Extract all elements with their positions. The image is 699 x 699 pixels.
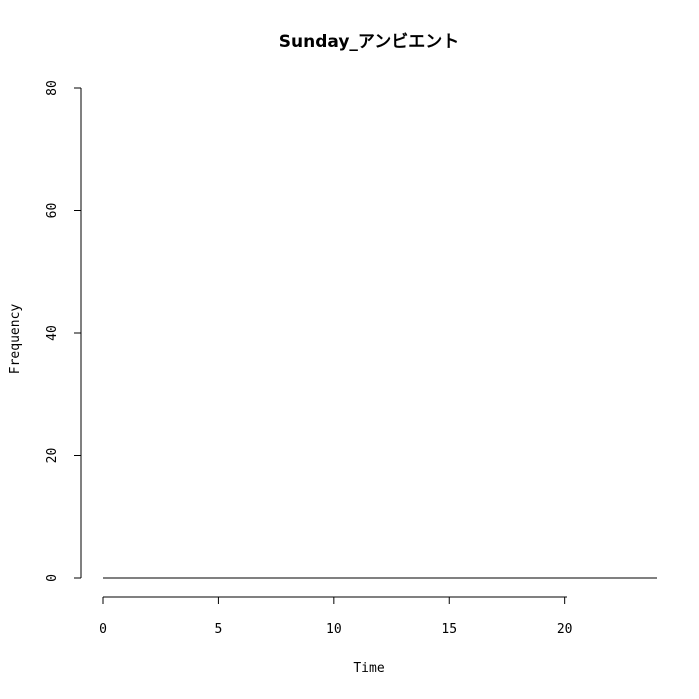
x-tick-label-5: 5 (215, 622, 223, 637)
y-tick-label-20: 20 (45, 448, 60, 464)
y-axis-title: Frequency (8, 304, 23, 375)
y-axis: 0 20 40 60 80 (45, 80, 82, 582)
y-tick-label-60: 60 (45, 203, 60, 219)
x-tick-label-0: 0 (99, 622, 107, 637)
y-tick-label-0: 0 (45, 574, 60, 582)
x-tick-label-10: 10 (326, 622, 342, 637)
x-axis: 0 5 10 15 20 (99, 596, 573, 637)
x-tick-label-20: 20 (557, 622, 573, 637)
chart-title: Sunday_アンビエント (279, 32, 459, 52)
y-tick-label-40: 40 (45, 325, 60, 341)
x-tick-label-15: 15 (441, 622, 457, 637)
x-axis-title: Time (353, 661, 384, 676)
y-tick-label-80: 80 (45, 80, 60, 96)
